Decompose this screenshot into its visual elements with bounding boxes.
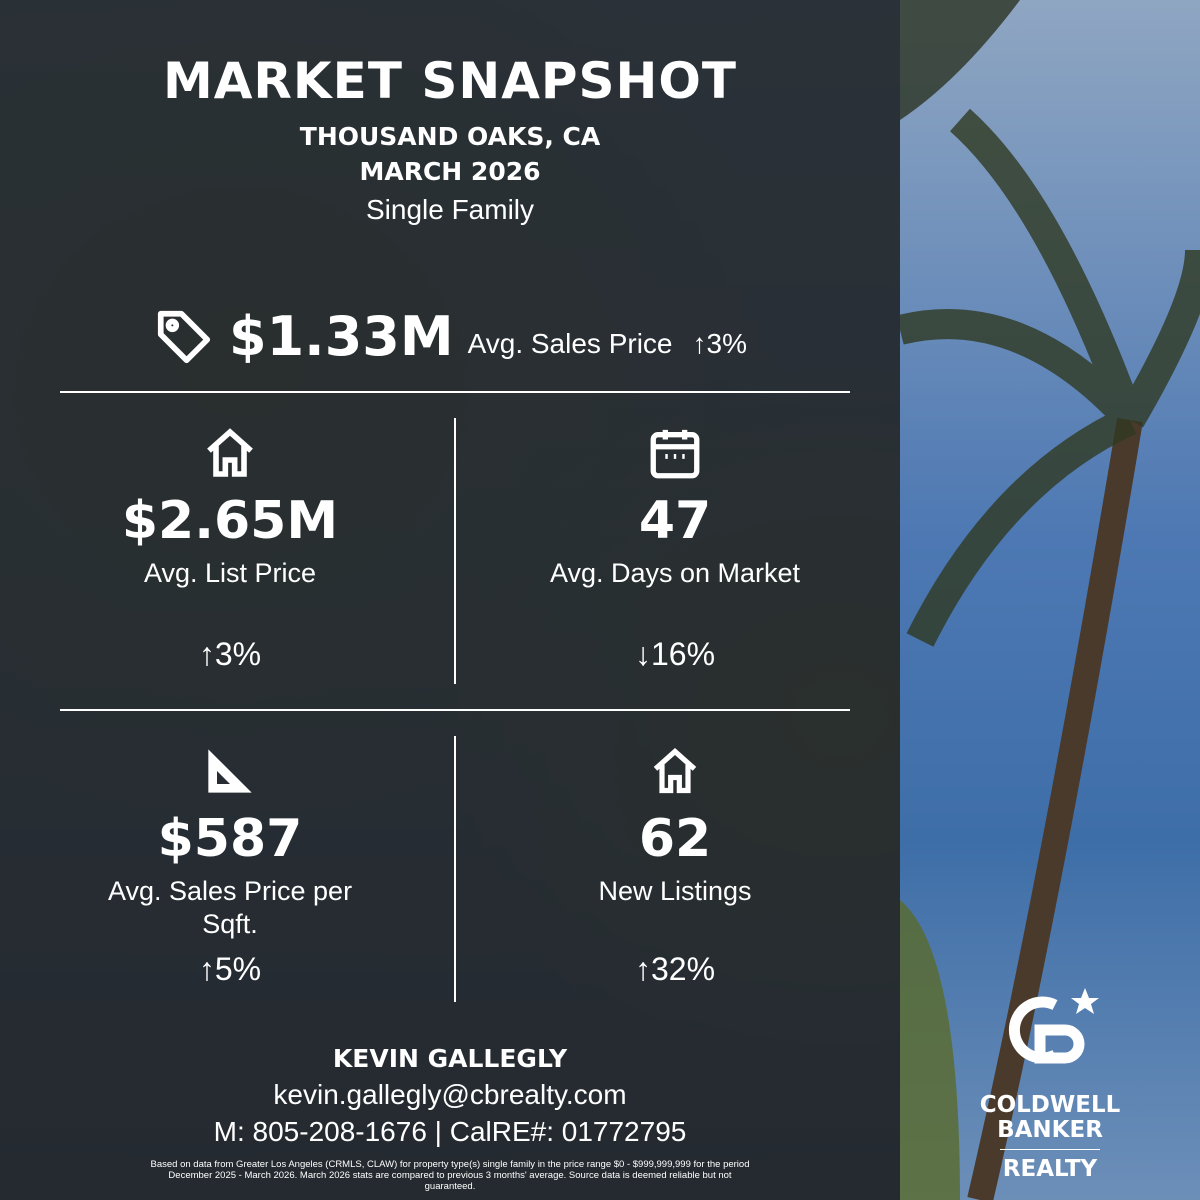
price-tag-icon <box>153 306 215 368</box>
headline-value: $1.33M <box>229 305 454 368</box>
divider <box>454 418 456 684</box>
stat-change: ↑3% <box>198 636 262 672</box>
stat-label: New Listings <box>598 876 752 906</box>
arrow-up-icon: ↑ <box>198 951 215 987</box>
stat-value: 62 <box>638 809 712 869</box>
arrow-up-icon: ↑ <box>198 636 215 672</box>
arrow-down-icon: ↓ <box>634 636 651 672</box>
divider <box>60 391 850 393</box>
disclaimer: Based on data from Greater Los Angeles (… <box>150 1159 750 1192</box>
headline-change: ↑3% <box>692 327 747 359</box>
divider <box>60 709 850 711</box>
stat-price-per-sqft: $587 Avg. Sales Price per Sqft. ↑5% <box>5 745 455 988</box>
stat-label: Avg. Sales Price per Sqft. <box>107 876 353 939</box>
agent-contact: M: 805-208-1676 | CalRE#: 01772795 <box>213 1116 687 1147</box>
arrow-up-icon: ↑ <box>692 327 707 359</box>
ruler-triangle-icon <box>5 745 455 797</box>
agent-email[interactable]: kevin.gallegly@cbrealty.com <box>273 1079 627 1110</box>
stat-value: $587 <box>157 809 303 869</box>
coldwell-banker-logo: COLDWELL BANKER REALTY <box>960 985 1140 1182</box>
calendar-icon <box>450 425 900 483</box>
headline-stat: $1.33M Avg. Sales Price ↑3% <box>0 305 900 368</box>
stat-avg-list-price: $2.65M Avg. List Price ↑3% <box>5 425 455 673</box>
palm-sky-photo <box>900 0 1200 1200</box>
stat-label: Avg. Days on Market <box>549 558 801 588</box>
stat-change: ↑32% <box>634 951 716 987</box>
house-icon <box>450 745 900 797</box>
stat-value: 47 <box>638 491 712 551</box>
headline-label: Avg. Sales Price <box>467 327 673 359</box>
period: MARCH 2026 <box>359 157 541 186</box>
divider <box>454 736 456 1002</box>
stat-label: Avg. List Price <box>143 558 317 588</box>
location: THOUSAND OAKS, CA <box>299 122 601 151</box>
stat-change: ↑5% <box>198 951 262 987</box>
stat-change: ↓16% <box>634 636 716 672</box>
stat-days-on-market: 47 Avg. Days on Market ↓16% <box>450 425 900 673</box>
arrow-up-icon: ↑ <box>634 951 651 987</box>
stat-value: $2.65M <box>121 491 339 551</box>
agent-name: KEVIN GALLEGLY <box>332 1044 568 1073</box>
house-icon <box>5 425 455 481</box>
stat-new-listings: 62 New Listings ↑32% <box>450 745 900 988</box>
page-title: MARKET SNAPSHOT <box>162 52 738 110</box>
property-type: Single Family <box>365 194 535 225</box>
stats-panel <box>0 0 900 1200</box>
